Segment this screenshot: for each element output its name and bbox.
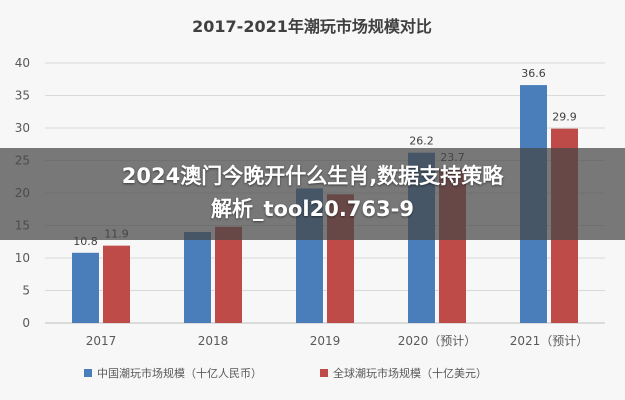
x-tick-label: 2019 bbox=[310, 334, 341, 348]
x-tick-label: 2021（预计） bbox=[510, 334, 589, 348]
legend: 中国潮玩市场规模（十亿人民币） 全球潮玩市场规模（十亿美元） bbox=[84, 366, 487, 380]
overlay-line-2: 解析_tool20.763-9 bbox=[211, 197, 414, 221]
x-tick-label: 2017 bbox=[86, 334, 117, 348]
y-tick-label: 10 bbox=[15, 251, 30, 265]
watermark-banner bbox=[0, 148, 625, 240]
bar-global bbox=[103, 245, 130, 323]
data-label: 26.2 bbox=[409, 135, 434, 148]
bar-global bbox=[215, 226, 242, 323]
legend-swatch bbox=[320, 369, 328, 377]
legend-swatch bbox=[84, 369, 92, 377]
chart-title: 2017-2021年潮玩市场规模对比 bbox=[192, 17, 432, 36]
y-tick-label: 35 bbox=[15, 89, 30, 103]
y-tick-label: 5 bbox=[22, 284, 30, 298]
x-tick-label: 2020（预计） bbox=[398, 334, 477, 348]
y-tick-label: 40 bbox=[15, 56, 30, 70]
overlay-line-1: 2024澳门今晚开什么生肖,数据支持策略 bbox=[121, 164, 504, 188]
overlay-caption: 2024澳门今晚开什么生肖,数据支持策略 解析_tool20.763-9 bbox=[0, 160, 625, 226]
data-label: 36.6 bbox=[521, 67, 546, 80]
x-tick-label: 2018 bbox=[198, 334, 229, 348]
y-tick-label: 0 bbox=[22, 316, 30, 330]
legend-label: 中国潮玩市场规模（十亿人民币） bbox=[97, 366, 262, 380]
x-axis-ticks: 2017 2018 2019 2020（预计） 2021（预计） bbox=[86, 334, 589, 348]
legend-label: 全球潮玩市场规模（十亿美元） bbox=[333, 366, 487, 380]
y-tick-label: 30 bbox=[15, 121, 30, 135]
bar-china bbox=[72, 252, 99, 323]
bar-china bbox=[184, 232, 211, 323]
data-label: 29.9 bbox=[552, 111, 577, 124]
